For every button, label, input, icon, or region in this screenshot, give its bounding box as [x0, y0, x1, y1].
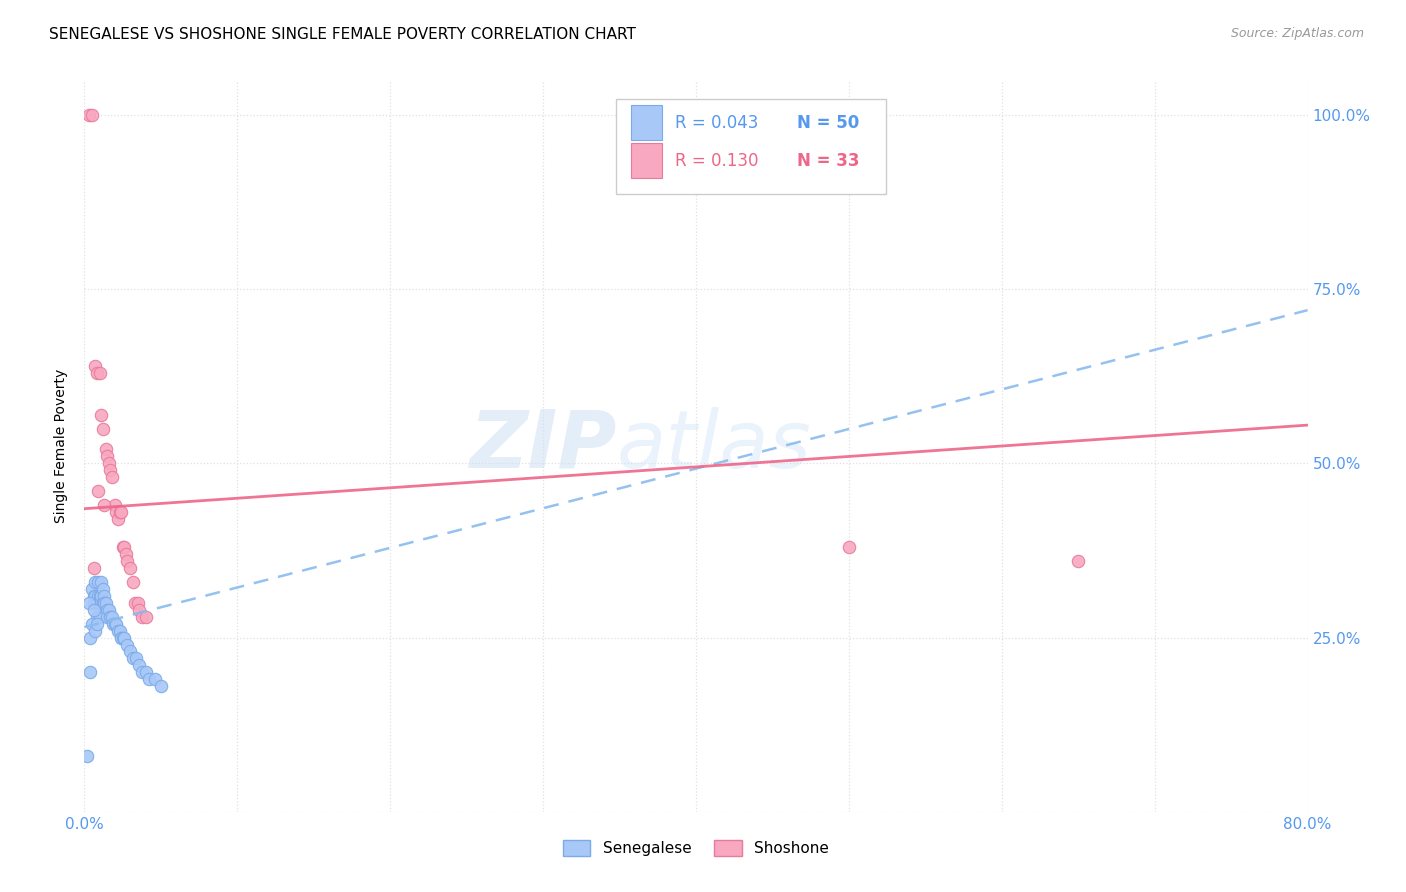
Text: ZIP: ZIP: [470, 407, 616, 485]
Point: [112, 631, 135, 645]
Text: atlas: atlas: [616, 407, 811, 485]
Point: [89, 609, 111, 624]
Point: [80, 616, 103, 631]
Point: [104, 498, 127, 512]
Point: [135, 609, 157, 624]
Point: [93, 589, 115, 603]
Point: [89, 596, 111, 610]
Text: R = 0.130: R = 0.130: [675, 152, 759, 169]
Point: [83, 561, 105, 575]
Point: [105, 505, 128, 519]
Point: [138, 673, 160, 687]
Point: [122, 574, 145, 589]
Point: [143, 673, 166, 687]
Point: [83, 596, 105, 610]
Point: [90, 574, 112, 589]
Point: [91, 582, 114, 596]
Point: [98, 609, 121, 624]
Point: [80, 582, 103, 596]
Point: [91, 421, 114, 435]
Point: [127, 596, 149, 610]
Point: [86, 616, 108, 631]
FancyBboxPatch shape: [631, 144, 662, 178]
Point: [108, 624, 131, 638]
Point: [122, 651, 145, 665]
Point: [90, 589, 112, 603]
Point: [96, 603, 118, 617]
Point: [120, 561, 142, 575]
Text: Source: ZipAtlas.com: Source: ZipAtlas.com: [1230, 27, 1364, 40]
Point: [838, 540, 860, 554]
Point: [77, 108, 100, 122]
Point: [80, 108, 103, 122]
Point: [77, 596, 100, 610]
Point: [128, 603, 150, 617]
Point: [111, 540, 134, 554]
Point: [128, 658, 150, 673]
Point: [125, 651, 148, 665]
Point: [105, 616, 128, 631]
Point: [101, 470, 124, 484]
Point: [96, 609, 118, 624]
Point: [84, 589, 107, 603]
Point: [124, 596, 146, 610]
Point: [115, 554, 138, 568]
Point: [87, 574, 110, 589]
Point: [111, 631, 134, 645]
Point: [83, 603, 105, 617]
Point: [104, 616, 127, 631]
Text: R = 0.043: R = 0.043: [675, 113, 759, 132]
Point: [110, 631, 132, 645]
Point: [112, 540, 135, 554]
Point: [87, 589, 110, 603]
Point: [94, 442, 117, 457]
Point: [84, 624, 107, 638]
Point: [79, 631, 101, 645]
Point: [84, 359, 107, 373]
Point: [76, 749, 98, 764]
Point: [86, 366, 108, 380]
Point: [110, 505, 132, 519]
Point: [86, 609, 108, 624]
Point: [93, 498, 115, 512]
Point: [114, 547, 136, 561]
FancyBboxPatch shape: [631, 105, 662, 140]
Point: [107, 624, 129, 638]
Y-axis label: Single Female Poverty: Single Female Poverty: [55, 369, 69, 523]
Point: [120, 644, 142, 658]
Point: [86, 596, 108, 610]
Legend: Senegalese, Shoshone: Senegalese, Shoshone: [557, 834, 835, 863]
Point: [79, 665, 101, 680]
Point: [84, 574, 107, 589]
Point: [83, 589, 105, 603]
Text: N = 50: N = 50: [797, 113, 859, 132]
Point: [90, 408, 112, 422]
Point: [1067, 554, 1090, 568]
Point: [149, 679, 172, 693]
Point: [131, 665, 153, 680]
Point: [97, 603, 120, 617]
Text: N = 33: N = 33: [797, 152, 860, 169]
Point: [101, 609, 124, 624]
Point: [94, 596, 117, 610]
Point: [103, 616, 125, 631]
Point: [98, 463, 121, 477]
FancyBboxPatch shape: [616, 99, 886, 194]
Point: [108, 505, 131, 519]
Point: [96, 450, 118, 464]
Point: [89, 589, 111, 603]
Point: [115, 638, 138, 652]
Point: [93, 596, 115, 610]
Point: [97, 457, 120, 471]
Point: [131, 609, 153, 624]
Point: [135, 665, 157, 680]
Point: [87, 484, 110, 499]
Text: SENEGALESE VS SHOSHONE SINGLE FEMALE POVERTY CORRELATION CHART: SENEGALESE VS SHOSHONE SINGLE FEMALE POV…: [49, 27, 636, 42]
Point: [89, 366, 111, 380]
Point: [107, 512, 129, 526]
Point: [91, 596, 114, 610]
